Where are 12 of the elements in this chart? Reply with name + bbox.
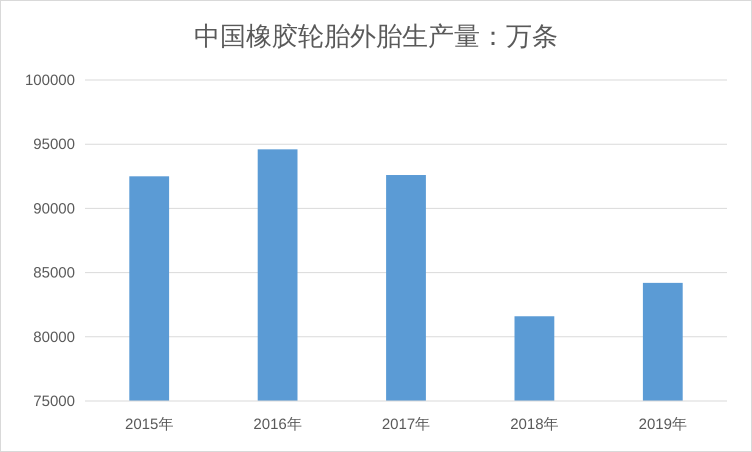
y-tick-label: 90000 bbox=[33, 200, 75, 218]
x-tick-label: 2017年 bbox=[382, 416, 430, 433]
x-tick-label: 2015年 bbox=[125, 416, 174, 433]
y-tick-label: 85000 bbox=[33, 264, 75, 282]
chart-title: 中国橡胶轮胎外胎生产量：万条 bbox=[194, 21, 558, 51]
y-tick-label: 100000 bbox=[24, 72, 75, 89]
y-tick-label: 75000 bbox=[33, 393, 75, 410]
x-tick-label: 2018年 bbox=[510, 416, 559, 433]
x-tick-label: 2019年 bbox=[638, 416, 687, 433]
x-tick-label: 2016年 bbox=[253, 416, 302, 433]
y-tick-label: 95000 bbox=[33, 136, 75, 154]
y-tick-label: 80000 bbox=[33, 328, 75, 346]
